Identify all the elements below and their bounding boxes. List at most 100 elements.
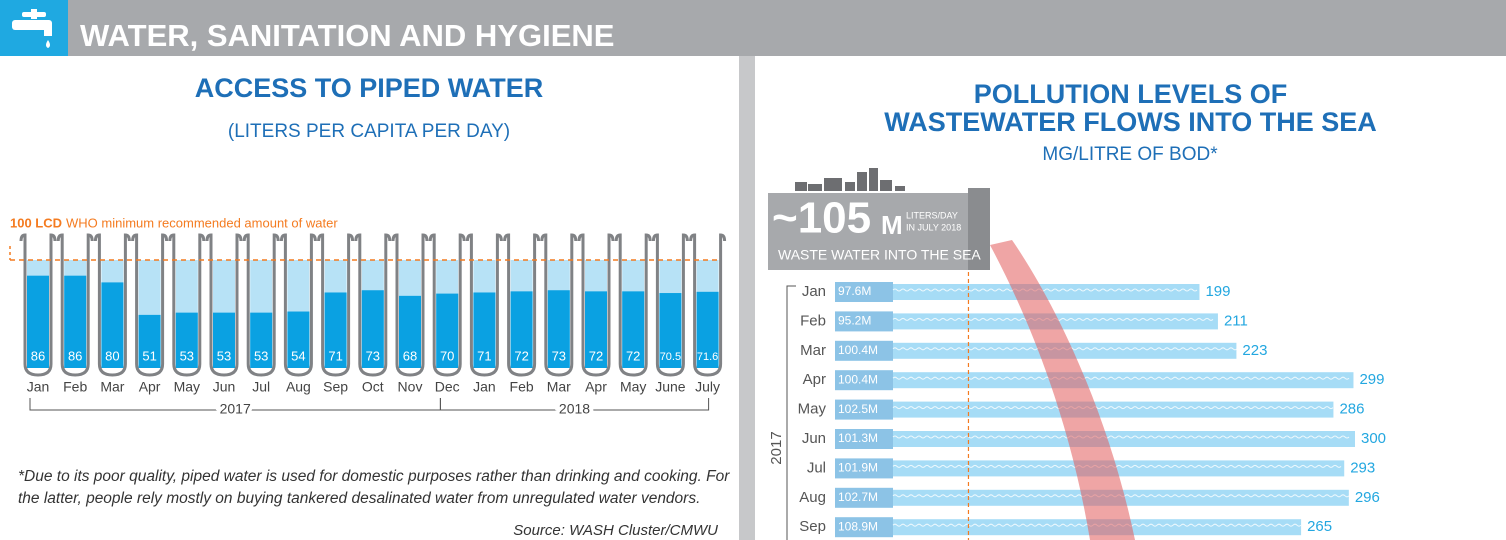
flow-label: 100.4M — [838, 343, 878, 357]
left-title-box: ACCESS TO PIPED WATER — [195, 74, 544, 102]
flow-stream — [990, 240, 1135, 540]
tube-fill — [510, 291, 533, 368]
x-tick-label: Jun — [213, 379, 236, 395]
right-title-box: POLLUTION LEVELS OF WASTEWATER FLOWS INT… — [884, 80, 1377, 136]
source: Source: WASH Cluster/CMWU — [513, 522, 718, 539]
value-label: 72 — [514, 348, 528, 363]
x-tick-label: Dec — [435, 379, 460, 395]
value-label: 71 — [328, 348, 342, 363]
value-label: 299 — [1359, 371, 1384, 388]
bar — [893, 431, 1355, 447]
tube-outline — [465, 233, 503, 377]
tube-fill — [138, 314, 161, 368]
y-tick-label: Jun — [802, 430, 826, 447]
y-tick-label: Jan — [802, 283, 826, 300]
flow-box — [835, 429, 893, 449]
flow-box — [835, 399, 893, 420]
x-tick-label: Nov — [398, 379, 423, 395]
callout-caption: WASTE WATER INTO THE SEA — [778, 247, 981, 263]
flow-label: 101.3M — [838, 431, 878, 445]
value-label: 68 — [403, 348, 417, 363]
value-label: 296 — [1355, 489, 1380, 506]
flow-label: 97.6M — [838, 284, 871, 298]
value-label: 86 — [31, 348, 45, 363]
x-tick-label: Oct — [362, 379, 384, 395]
flow-box — [835, 311, 893, 332]
chart-subtitle: MG/LITRE OF BOD* — [1042, 144, 1218, 165]
year-bracket — [439, 398, 710, 411]
x-tick-label: Mar — [100, 379, 124, 395]
bar — [893, 460, 1345, 477]
header-title: WATER, SANITATION AND HYGIENE — [80, 18, 614, 53]
footnote-box: *Due to its poor quality, piped water is… — [18, 468, 729, 507]
bar — [893, 284, 1200, 300]
bar-wave — [892, 406, 1334, 410]
tube-fill — [399, 295, 421, 368]
tube-outline — [93, 233, 131, 377]
left-chart: 86 Jan 86 Feb 80 Mar 51 Apr 53 May 53 Jun 53 Jul 54 Aug… — [9, 215, 727, 421]
value-label: 265 — [1307, 518, 1332, 535]
flow-label: 95.2M — [838, 314, 871, 328]
flow-label: 102.7M — [838, 490, 878, 504]
x-tick-label: Aug — [286, 379, 311, 395]
value-label: 80 — [105, 348, 119, 363]
flow-box — [835, 282, 893, 302]
value-label: 73 — [366, 348, 380, 363]
flow-label: 108.9M — [838, 519, 878, 533]
chart-subtitle: (LITERS PER CAPITA PER DAY) — [228, 121, 510, 142]
tube-outline — [317, 233, 355, 377]
value-label: 72 — [626, 348, 640, 363]
y-tick-label: Apr — [803, 371, 826, 388]
tube-fill — [324, 292, 347, 368]
callout-value: ~105 — [772, 194, 871, 243]
value-label: 53 — [254, 348, 268, 363]
tube-fill — [473, 292, 496, 368]
value-label: 53 — [180, 348, 194, 363]
bar — [893, 372, 1354, 389]
tube-outline — [242, 233, 280, 377]
value-label: 293 — [1350, 459, 1375, 476]
tube-outline — [168, 233, 206, 377]
x-tick-label: Apr — [585, 379, 607, 395]
tube-outline — [540, 233, 578, 377]
year-label: 2017 — [220, 401, 251, 417]
year-label: 2017 — [768, 431, 785, 464]
tube-outline — [689, 233, 727, 377]
tube-fill — [250, 312, 273, 368]
x-tick-label: Mar — [547, 379, 571, 395]
tube-fill — [622, 291, 645, 368]
faucet-icon — [12, 9, 52, 48]
x-tick-label: July — [695, 379, 720, 395]
tube-outline — [428, 233, 466, 377]
tube-outline — [577, 233, 615, 377]
value-label: 71.6 — [697, 351, 718, 363]
header-bar — [0, 0, 1506, 56]
x-tick-label: Feb — [63, 379, 87, 395]
flow-box — [835, 340, 893, 361]
tube-fill — [659, 293, 682, 368]
bar-wave — [892, 288, 1198, 292]
callout-unit-note: LITERS/DAY — [906, 210, 958, 220]
value-label: 286 — [1339, 401, 1364, 418]
y-tick-label: Sep — [799, 518, 826, 535]
year-bracket — [786, 285, 796, 540]
callout-date: IN JULY 2018 — [906, 222, 961, 232]
flow-label: 102.5M — [838, 402, 878, 416]
tube-fill — [175, 312, 198, 368]
x-tick-label: Sep — [323, 379, 348, 395]
value-label: 300 — [1361, 430, 1386, 447]
flow-label: 101.9M — [838, 461, 878, 475]
tube-fill — [361, 290, 384, 368]
bar-wave — [892, 464, 1342, 468]
tube-fill — [27, 275, 49, 368]
year-label: 2018 — [559, 401, 590, 417]
tube-outline — [614, 233, 652, 377]
x-tick-label: June — [655, 379, 686, 395]
x-tick-label: May — [620, 379, 646, 395]
y-tick-label: May — [798, 401, 827, 418]
x-tick-label: Jan — [473, 379, 496, 395]
reference-text: WHO minimum recommended amount of water — [66, 215, 338, 230]
x-tick-label: May — [174, 379, 200, 395]
